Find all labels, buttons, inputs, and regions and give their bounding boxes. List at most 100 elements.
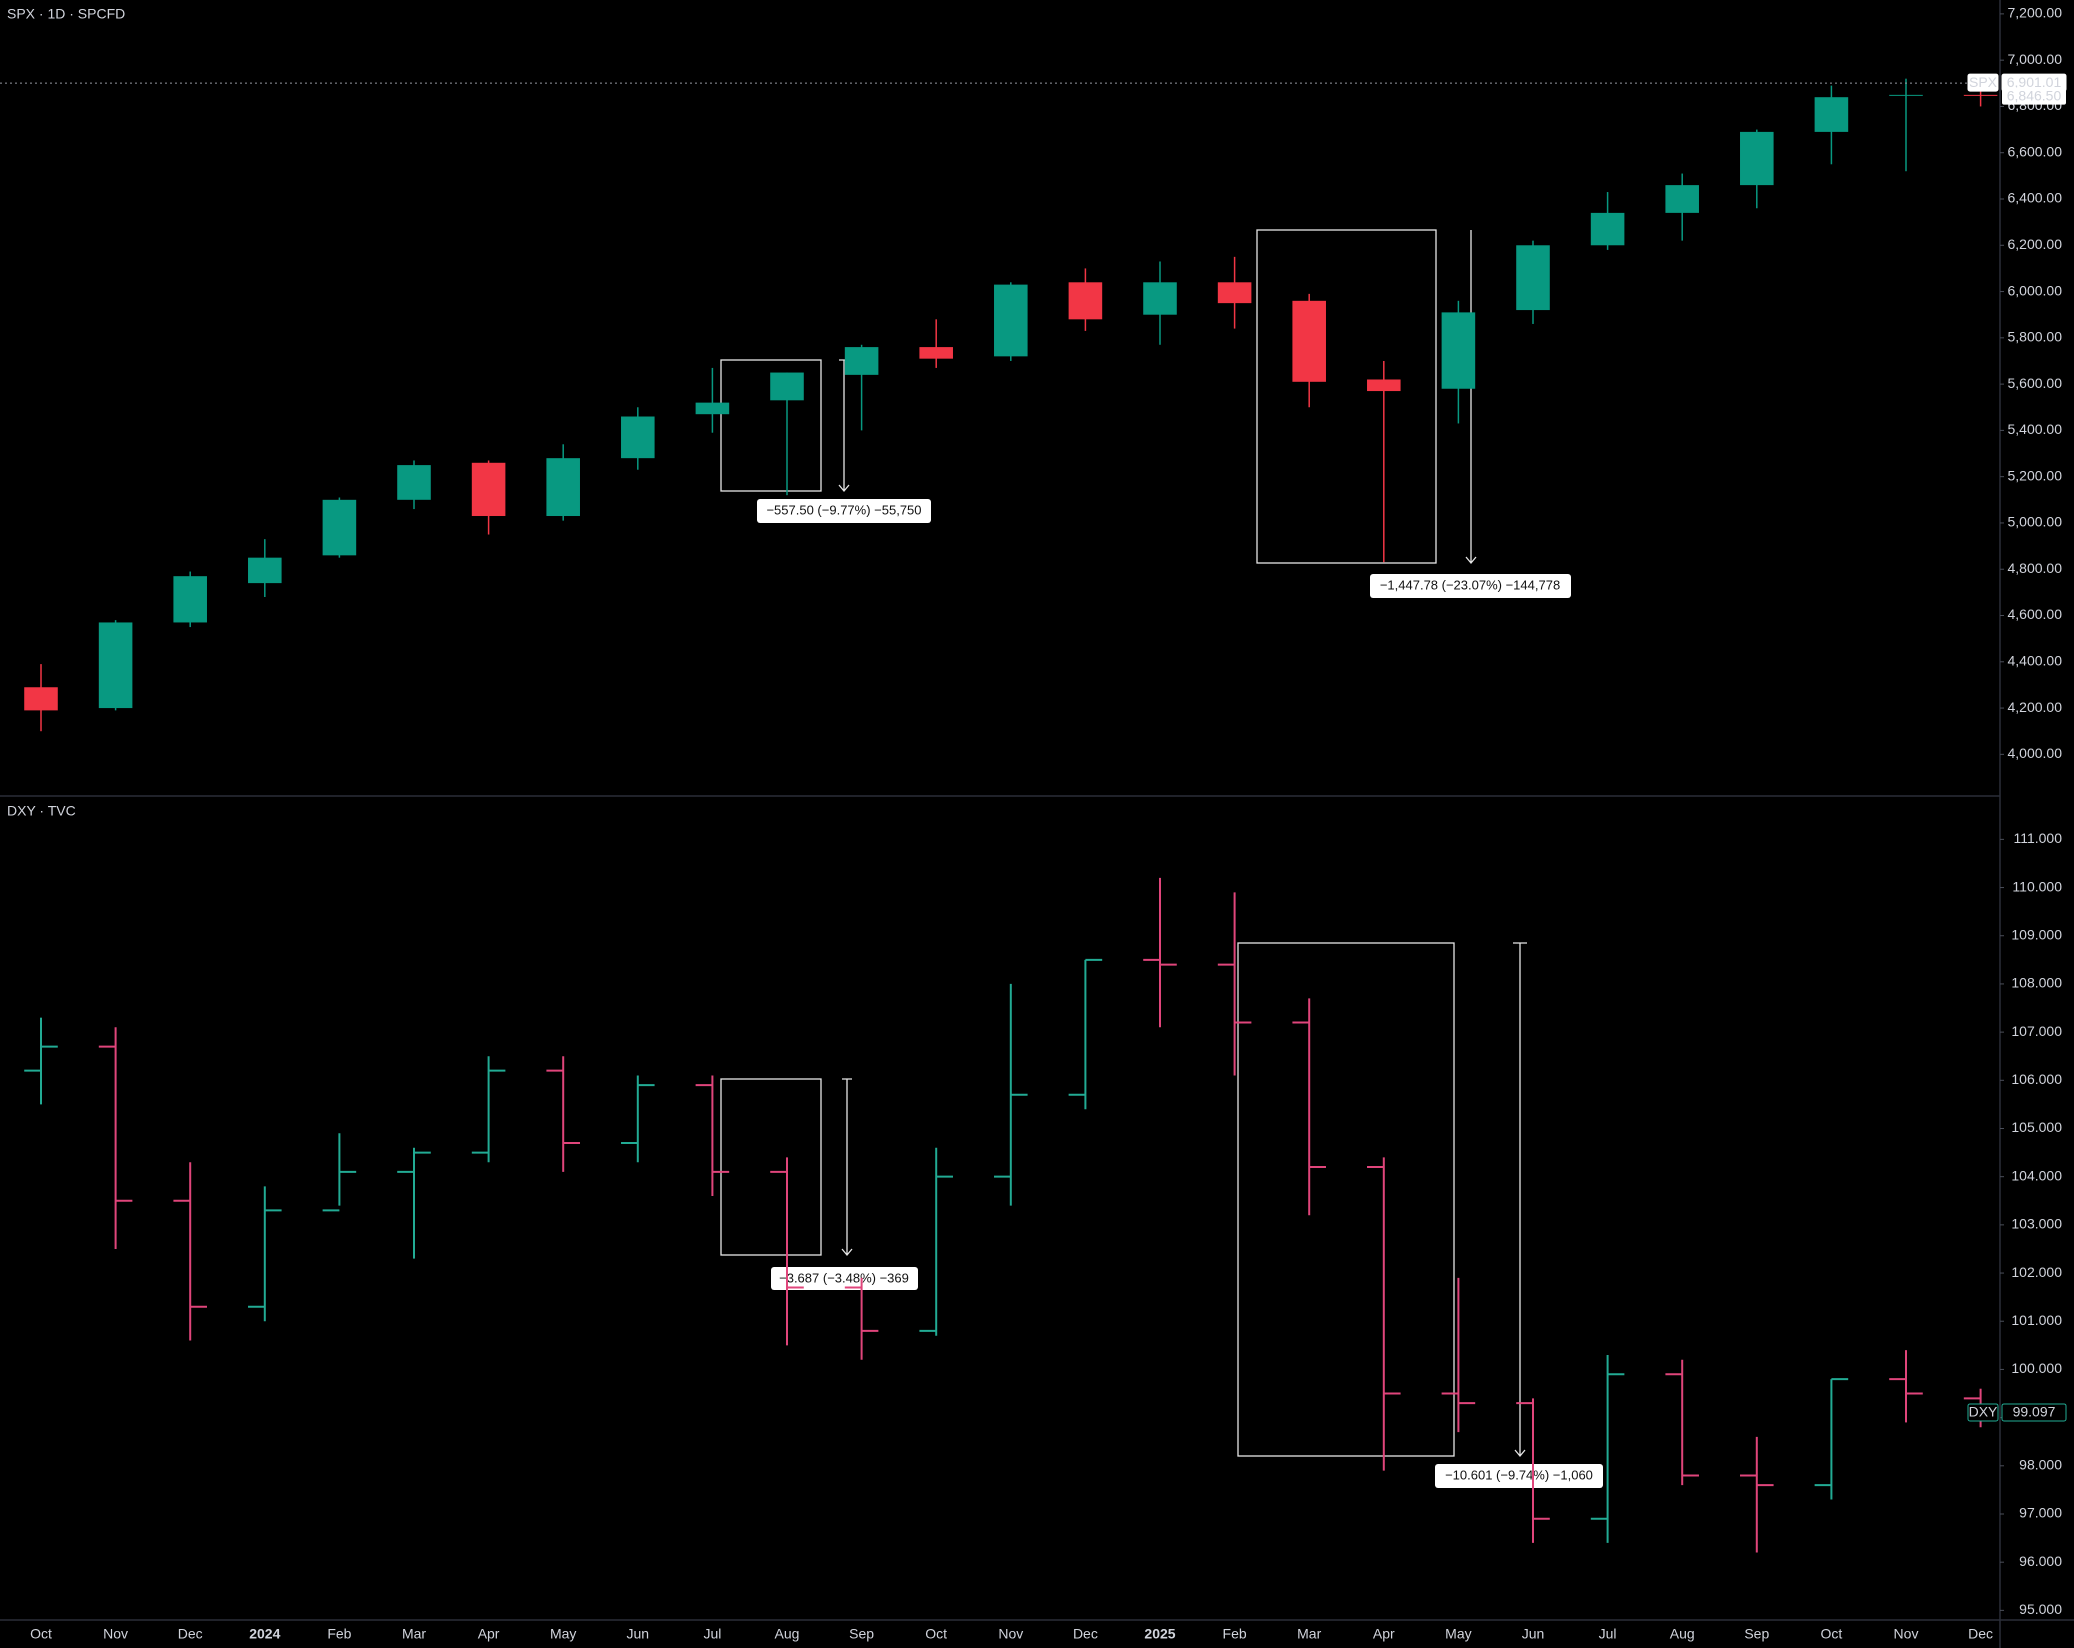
x-tick-label: Apr [1373,1626,1395,1642]
candle-body [994,284,1028,357]
last-price: 6,846.50 [2007,87,2062,103]
y-tick-label: 98.000 [2019,1457,2062,1473]
y-tick-label: 111.000 [2013,830,2062,846]
y-tick-label: 106.000 [2011,1071,2062,1087]
y-tick-label: 5,000.00 [2008,514,2063,530]
x-tick-label: Oct [30,1626,52,1642]
measure-label: −3.687 (−3.48%) −369 [779,1270,909,1285]
pane-title: DXY · TVC [7,803,76,819]
candle-body [546,458,580,517]
x-tick-label: Aug [1670,1626,1695,1642]
last-price-bg [2002,87,2066,105]
candle-body [1889,94,1923,96]
candle-body [1814,97,1849,132]
y-tick-label: 7,000.00 [2008,51,2063,67]
y-tick-label: 108.000 [2011,975,2062,991]
y-tick-label: 110.000 [2012,878,2062,894]
measure-label-bg [1370,574,1571,598]
y-tick-label: 4,400.00 [2008,652,2063,668]
candle-body [24,687,58,711]
candle-body [1068,282,1103,320]
y-tick-label: 5,600.00 [2008,375,2063,391]
candle-body [98,622,133,709]
x-tick-label: Mar [402,1626,426,1642]
candle-body [1740,131,1774,186]
range-box [720,1078,822,1256]
candle-body [695,402,730,415]
range-box [1237,942,1455,1457]
y-tick-label: 4,600.00 [2008,606,2063,622]
candle-body [1143,282,1177,315]
x-tick-label: Feb [327,1626,351,1642]
x-tick-label: Dec [1968,1626,1993,1642]
x-tick-label: Mar [1297,1626,1321,1642]
x-tick-label: Sep [849,1626,874,1642]
y-tick-label: 6,600.00 [2008,143,2063,159]
y-tick-label: 4,000.00 [2008,745,2063,761]
y-tick-label: 109.000 [2011,926,2062,942]
y-tick-label: 5,800.00 [2008,329,2063,345]
y-tick-label: 103.000 [2011,1216,2062,1232]
x-tick-label: Nov [103,1626,128,1642]
candle-body [1963,94,1998,96]
x-tick-label: 2025 [1144,1626,1175,1642]
measure-label-bg [771,1267,918,1290]
y-tick-label: 100.000 [2011,1360,2062,1376]
range-box [720,359,822,492]
x-tick-label: Jul [1599,1626,1617,1642]
measure-label: −10.601 (−9.74%) −1,060 [1445,1467,1593,1482]
tag-value: 99.097 [2013,1404,2056,1420]
y-tick-label: 4,200.00 [2008,699,2063,715]
y-tick-label: 101.000 [2011,1312,2062,1328]
x-tick-label: 2024 [249,1626,280,1642]
x-tick-label: Nov [998,1626,1023,1642]
y-tick-label: 6,400.00 [2008,190,2063,206]
tag-name-bg [1967,73,1999,92]
tag-name: SPX [1969,74,1998,90]
measure-label-bg [757,499,931,523]
measure-arrow [1513,942,1527,1458]
y-tick-label: 4,800.00 [2008,560,2063,576]
candle-body [1665,185,1699,213]
candle-body [1590,212,1625,246]
candle-body [770,372,804,401]
y-tick-label: 6,200.00 [2008,236,2063,252]
measure-arrow [841,1078,853,1257]
candle-body [173,576,207,623]
y-tick-label: 5,200.00 [2008,467,2063,483]
x-tick-label: Jun [627,1626,650,1642]
x-tick-label: Sep [1744,1626,1769,1642]
y-tick-label: 107.000 [2011,1023,2062,1039]
candle-body [1292,300,1326,382]
candle-body [471,462,506,517]
tag-value-bg [2001,1403,2067,1422]
x-tick-label: Jun [1522,1626,1545,1642]
x-tick-label: Aug [775,1626,800,1642]
candle-body [1367,379,1401,392]
x-tick-label: Dec [1073,1626,1098,1642]
tag-name: DXY [1969,1404,1998,1420]
x-tick-label: May [550,1626,576,1642]
tag-name-bg [1967,1403,1999,1422]
x-tick-label: May [1445,1626,1471,1642]
candle-body [248,557,282,584]
measure-label: −557.50 (−9.77%) −55,750 [766,502,921,517]
candle-body [919,347,953,359]
range-box [1256,229,1437,564]
candle-body [621,416,655,459]
tag-value: 6,901.01 [2007,74,2062,90]
y-tick-label: 105.000 [2011,1119,2062,1135]
x-tick-label: Feb [1223,1626,1247,1642]
candle-body [1217,282,1252,304]
candle-body [844,347,879,375]
x-tick-label: Nov [1894,1626,1919,1642]
candle-body [397,465,431,500]
candle-body [1441,312,1476,389]
x-tick-label: Jul [703,1626,721,1642]
measure-label-bg [1435,1464,1603,1488]
y-tick-label: 104.000 [2011,1167,2062,1183]
x-tick-label: Oct [1821,1626,1843,1642]
